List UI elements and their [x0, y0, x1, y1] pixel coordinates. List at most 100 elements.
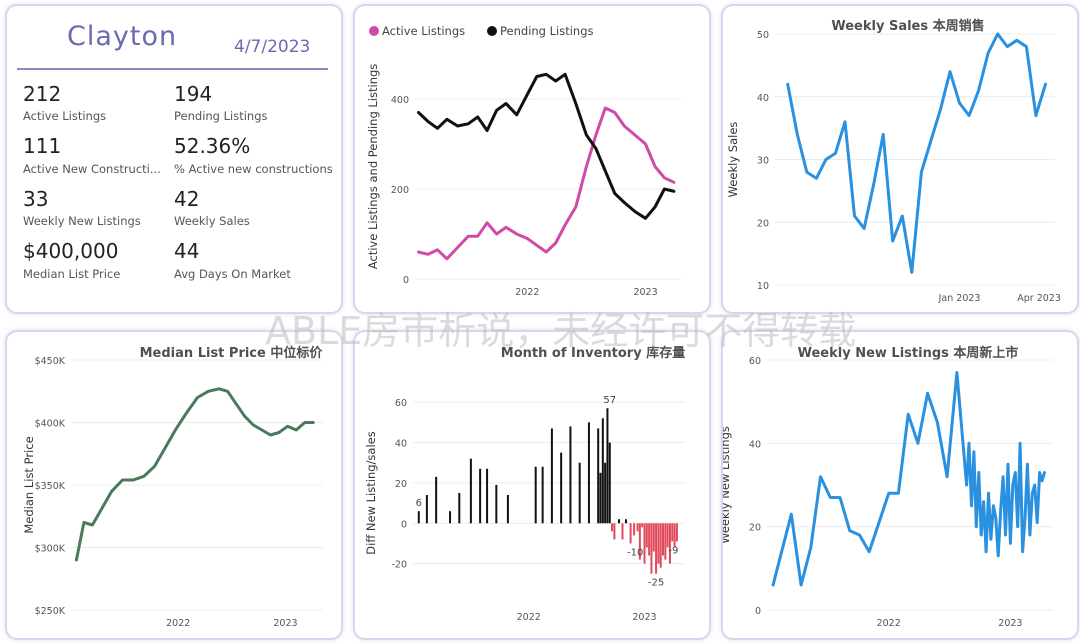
inventory-bar — [560, 452, 563, 524]
legend-marker — [369, 26, 379, 36]
inventory-bar — [638, 523, 641, 560]
inventory-bar — [606, 408, 609, 524]
x-tick-label: 2023 — [632, 612, 656, 623]
y-tick-label: 60 — [395, 398, 407, 409]
y-tick-label: $300K — [35, 544, 66, 555]
active-pending-chart: Active Listings and Pending Listings 0 200… — [366, 24, 681, 298]
stat-pending-listings-value: 194 — [174, 82, 213, 106]
inventory-bar — [458, 493, 461, 524]
series-line-weekly-new-listings — [771, 371, 1046, 587]
x-tick-label: 2022 — [515, 287, 539, 298]
weekly-sales-chart-panel: Weekly Sales 本周销售 Weekly Sales 10 20 30 40 50 J… — [721, 4, 1079, 314]
inventory-bar — [550, 428, 553, 524]
x-tick-label: 2023 — [633, 287, 657, 298]
y-tick-label: -20 — [391, 560, 407, 571]
stat-active-new-construction-value: 111 — [23, 134, 62, 158]
x-tick-label: Apr 2023 — [1017, 293, 1061, 304]
inventory-bar — [666, 523, 669, 548]
stat-pct-new-construction-label: % Active new constructions — [174, 162, 333, 176]
y-axis-label: Median List Price — [22, 436, 36, 533]
y-tick-label: 50 — [757, 30, 769, 41]
inventory-bar — [643, 523, 646, 564]
inventory-bar — [641, 523, 644, 528]
inventory-bar — [668, 523, 671, 564]
stat-avg-days-on-market-label: Avg Days On Market — [174, 267, 291, 281]
chart-title: Median List Price 中位标价 — [140, 345, 324, 361]
stat-weekly-sales-label: Weekly Sales — [174, 214, 250, 228]
y-tick-label: 40 — [757, 93, 769, 104]
inventory-bar — [541, 466, 544, 524]
inventory-bar — [597, 428, 600, 524]
y-tick-label: $400K — [35, 419, 66, 430]
y-tick-label: 0 — [401, 519, 407, 530]
inventory-bar — [486, 468, 489, 524]
inventory-bar — [618, 519, 621, 524]
stat-active-listings-value: 212 — [23, 82, 62, 106]
inventory-bar — [657, 523, 660, 564]
x-tick-label: 2023 — [273, 618, 297, 629]
inventory-bar — [578, 462, 581, 524]
inventory-bar — [645, 523, 648, 548]
x-tick-label: 2022 — [517, 612, 541, 623]
stat-pct-new-construction-value: 52.36% — [174, 134, 251, 158]
y-tick-label: $250K — [35, 606, 66, 617]
bar-data-label: -9 — [668, 545, 678, 556]
inventory-bar — [664, 523, 667, 560]
inventory-bar — [599, 472, 602, 524]
y-tick-label: 30 — [757, 156, 769, 167]
inventory-bar — [587, 422, 590, 524]
weekly-new-listings-chart-panel: Weekly New Listings 本周新上市 Weekly New List… — [721, 330, 1079, 640]
inventory-bar — [604, 462, 607, 524]
inventory-bar — [624, 519, 627, 524]
month-of-inventory-chart: Month of Inventory 库存量 Diff New Listing/s… — [364, 345, 685, 623]
inventory-bar — [650, 523, 653, 574]
inventory-bar — [648, 523, 651, 556]
series-line-pending-listings — [417, 72, 676, 220]
chart-title: Weekly New Listings 本周新上市 — [798, 345, 1019, 361]
month-of-inventory-chart-panel: Month of Inventory 库存量 Diff New Listing/s… — [353, 330, 711, 640]
stat-weekly-new-listings-value: 33 — [23, 187, 49, 211]
bar-data-label: 6 — [416, 498, 422, 509]
stat-median-list-price-value: $400,000 — [23, 239, 119, 263]
inventory-bar — [417, 511, 420, 524]
stat-weekly-new-listings-label: Weekly New Listings — [23, 214, 141, 228]
inventory-bar — [479, 468, 482, 524]
inventory-bar — [659, 523, 662, 568]
y-tick-label: $350K — [35, 481, 66, 492]
inventory-bar — [601, 418, 604, 524]
weekly-new-listings-chart: Weekly New Listings 本周新上市 Weekly New List… — [723, 345, 1053, 629]
legend-marker — [487, 26, 497, 36]
y-tick-label: 20 — [757, 218, 769, 229]
stat-median-list-price-label: Median List Price — [23, 267, 121, 281]
y-tick-label: 10 — [757, 281, 769, 292]
inventory-bar — [435, 476, 438, 524]
stat-pending-listings-label: Pending Listings — [174, 109, 268, 123]
inventory-bar — [655, 523, 658, 574]
x-tick-label: Jan 2023 — [938, 293, 981, 304]
inventory-bar — [636, 523, 639, 532]
inventory-bar — [629, 523, 632, 544]
bar-data-label: 57 — [603, 395, 616, 406]
chart-title: Month of Inventory 库存量 — [501, 345, 685, 361]
stat-avg-days-on-market-value: 44 — [174, 239, 200, 263]
inventory-bar — [608, 442, 611, 524]
y-tick-label: 0 — [755, 606, 761, 617]
y-axis-label: Active Listings and Pending Listings — [366, 64, 380, 270]
y-tick-label: 400 — [391, 95, 409, 106]
inventory-bar — [611, 523, 614, 532]
stat-active-new-construction-label: Active New Constructi... — [23, 162, 161, 176]
inventory-bar — [662, 523, 665, 556]
series-line-weekly-sales — [786, 32, 1047, 274]
stat-weekly-sales-value: 42 — [174, 187, 200, 211]
y-tick-label: 0 — [403, 275, 409, 286]
y-tick-label: $450K — [35, 356, 66, 367]
series-line-median-list-price — [74, 387, 315, 562]
inventory-bar — [671, 523, 674, 542]
y-tick-label: 20 — [395, 479, 407, 490]
summary-panel: Clayton 4/7/2023 212 Active Listings 194… — [5, 4, 343, 314]
inventory-bar — [652, 523, 655, 552]
inventory-bar — [569, 426, 572, 524]
y-tick-label: 40 — [395, 439, 407, 450]
y-axis-label: Weekly Sales — [726, 122, 740, 198]
chart-title: Weekly Sales 本周销售 — [831, 18, 984, 34]
